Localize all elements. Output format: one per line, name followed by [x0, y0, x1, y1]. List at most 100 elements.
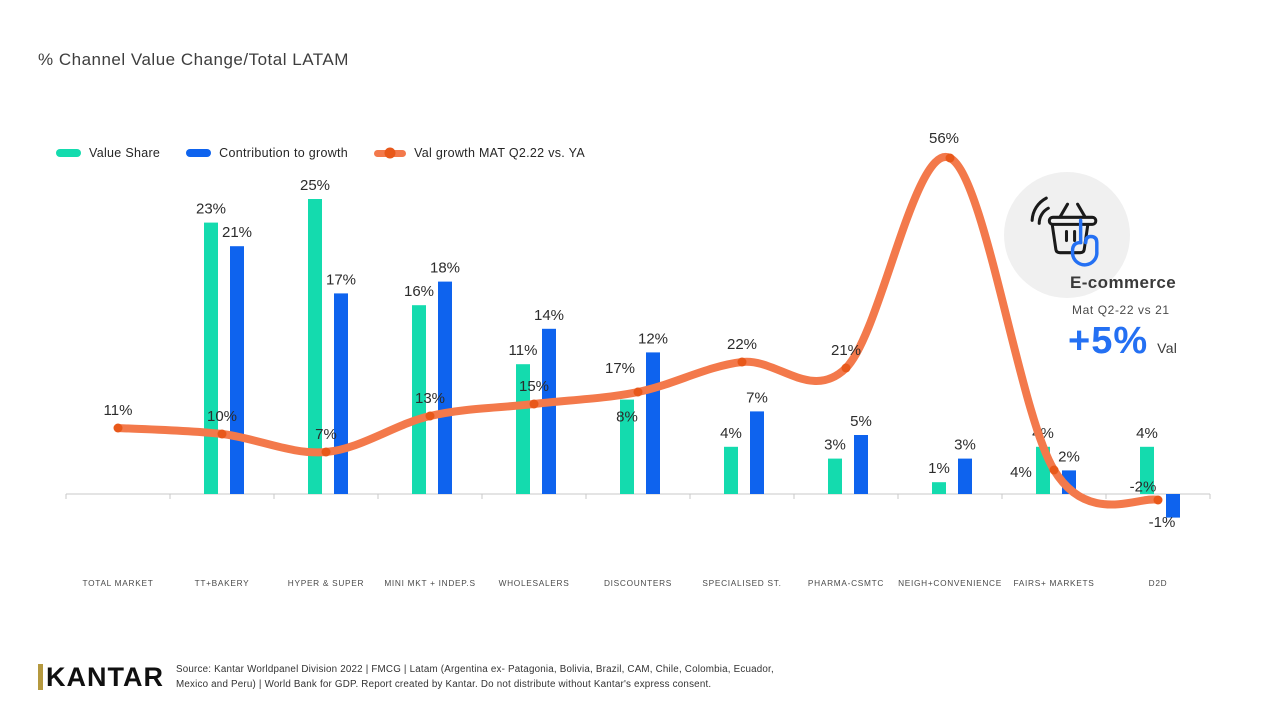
bar-value-label: 3% [954, 437, 976, 454]
growth-line [114, 153, 1162, 509]
bar-contribution-to-growth [334, 293, 348, 494]
line-value-label: 56% [929, 130, 959, 147]
bar-value-share [620, 399, 634, 494]
line-dot-icon [384, 147, 396, 159]
legend-label: Val growth MAT Q2.22 vs. YA [414, 146, 585, 160]
bar-contribution-to-growth [958, 458, 972, 494]
bar-value-share [724, 446, 738, 494]
category-label-discounters: DISCOUNTERS [604, 578, 672, 588]
line-point-marker [217, 429, 227, 439]
ecommerce-subtitle: Mat Q2-22 vs 21 [1072, 303, 1170, 317]
line-value-label: 22% [727, 336, 757, 353]
line-value-label: 7% [315, 426, 337, 443]
category-label-pharma-csmtc: PHARMA-CSMTC [808, 578, 884, 588]
category-label-neigh-convenience: NEIGH+CONVENIENCE [898, 578, 1002, 588]
chart-legend: Value Share Contribution to growth Val g… [56, 146, 585, 160]
source-note: Source: Kantar Worldpanel Division 2022 … [176, 663, 866, 692]
category-label-fairs-markets: FAIRS+ MARKETS [1013, 578, 1094, 588]
category-label-wholesalers: WHOLESALERS [499, 578, 570, 588]
bar-value-label: 5% [850, 413, 872, 430]
line-value-label: -1% [1149, 514, 1176, 531]
bar-value-share [516, 364, 530, 494]
bar-contribution-to-growth [438, 281, 452, 494]
logo-text: KANTAR [46, 662, 164, 692]
legend-item-value-share: Value Share [56, 146, 160, 160]
kantar-logo: KANTAR [38, 662, 164, 692]
source-line-1: Source: Kantar Worldpanel Division 2022 … [176, 664, 774, 675]
signal-arcs-icon [1030, 196, 1050, 225]
line-point-marker [425, 411, 435, 421]
bar-value-label: 14% [534, 307, 564, 324]
bar-value-label: 8% [616, 409, 638, 426]
value-share-swatch-icon [56, 149, 81, 157]
bar-value-label: 17% [326, 271, 356, 288]
line-point-marker [113, 423, 123, 433]
page-title: % Channel Value Change/Total LATAM [38, 50, 349, 69]
bar-contribution-to-growth [854, 435, 868, 494]
bar-value-label: 7% [746, 389, 768, 406]
ecommerce-value: +5% Val [1068, 320, 1177, 363]
bar-contribution-to-growth [230, 246, 244, 494]
line-value-label: 17% [605, 360, 635, 377]
basket-click-icon [1030, 196, 1099, 267]
bar-value-label: 12% [638, 330, 668, 347]
line-value-label: 4% [1010, 464, 1032, 481]
ecommerce-value-number: +5% [1068, 320, 1149, 362]
bar-value-label: 4% [720, 425, 742, 442]
legend-item-contribution: Contribution to growth [186, 146, 348, 160]
line-value-label: 10% [207, 408, 237, 425]
bar-value-share [308, 199, 322, 494]
val-growth-line-swatch-icon [374, 147, 407, 159]
legend-label: Value Share [89, 146, 161, 160]
source-line-2: Mexico and Peru) | World Bank for GDP. R… [176, 678, 712, 690]
bar-value-label: 4% [1136, 425, 1158, 442]
category-label-mini-mkt-indep-s: MINI MKT + INDEP.S [384, 578, 475, 588]
bar-contribution-to-growth [1166, 494, 1180, 518]
bar-contribution-to-growth [542, 328, 556, 494]
bar-value-label: 25% [300, 177, 330, 194]
shopping-basket-icon [1047, 202, 1098, 255]
bar-value-label: -2% [1130, 479, 1157, 496]
line-point-marker [1049, 465, 1059, 475]
bar-value-label: 23% [196, 201, 226, 218]
category-label-total-market: TOTAL MARKET [83, 578, 154, 588]
line-point-marker [737, 357, 747, 367]
category-label-specialised-st-: SPECIALISED ST. [702, 578, 781, 588]
line-point-marker [529, 399, 539, 409]
category-label-tt-bakery: TT+BAKERY [195, 578, 250, 588]
tap-hand-icon [1070, 218, 1099, 267]
bar-value-label: 16% [404, 283, 434, 300]
bar-value-share [932, 482, 946, 494]
line-value-label: 13% [415, 390, 445, 407]
bar-value-share [412, 305, 426, 494]
line-value-label: 15% [519, 378, 549, 395]
bar-value-label: 3% [824, 437, 846, 454]
logo-gold-bar-icon [38, 664, 43, 690]
bar-value-share [204, 222, 218, 494]
category-label-hyper-super: HYPER & SUPER [288, 578, 364, 588]
line-point-marker [1153, 495, 1163, 505]
bar-contribution-to-growth [646, 352, 660, 494]
bar-value-label: 1% [928, 460, 950, 477]
line-point-marker [841, 363, 851, 373]
line-value-label: 11% [104, 402, 133, 419]
bar-value-label: 2% [1058, 448, 1080, 465]
line-point-marker [321, 447, 331, 457]
bar-value-share [1140, 446, 1154, 494]
line-value-label: 21% [831, 342, 861, 359]
ecommerce-title: E-commerce [1070, 273, 1177, 292]
legend-item-val-growth: Val growth MAT Q2.22 vs. YA [374, 146, 585, 160]
category-label-d2d: D2D [1149, 578, 1168, 588]
bar-value-label: 21% [222, 224, 252, 241]
bar-value-label: 11% [509, 342, 538, 359]
ecommerce-value-suffix: Val [1157, 340, 1178, 356]
line-point-marker [945, 153, 955, 163]
contribution-swatch-icon [186, 149, 212, 157]
line-point-marker [633, 387, 643, 397]
legend-label: Contribution to growth [219, 146, 349, 160]
bar-value-label: 18% [430, 260, 460, 277]
bar-contribution-to-growth [750, 411, 764, 494]
bar-value-share [828, 458, 842, 494]
ecommerce-annotation-circle [1004, 172, 1130, 298]
